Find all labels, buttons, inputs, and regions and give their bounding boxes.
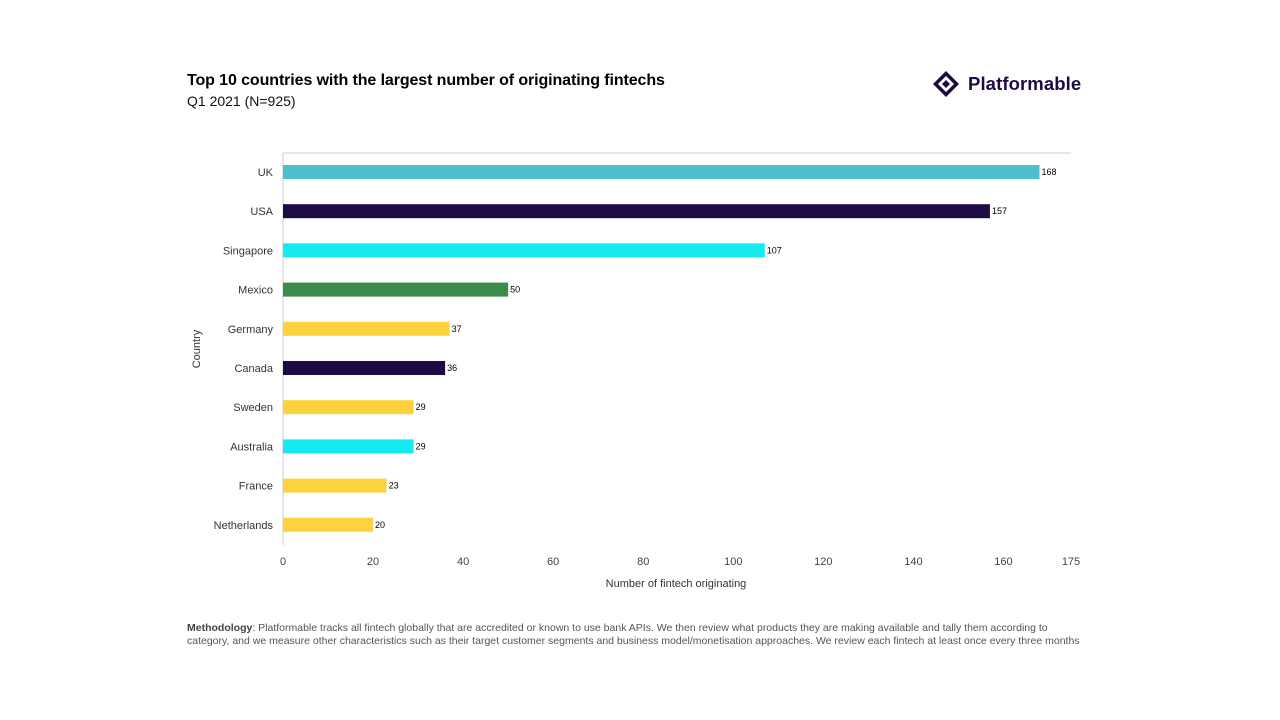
methodology-text: : Platformable tracks all fintech global…: [187, 622, 1080, 647]
x-tick-label: 0: [280, 556, 286, 568]
x-tick-label: 160: [994, 556, 1012, 568]
methodology-label: Methodology: [187, 622, 253, 634]
x-tick-label: 140: [904, 556, 922, 568]
category-label: Netherlands: [214, 520, 274, 532]
data-label: 29: [416, 441, 426, 451]
category-label: USA: [250, 206, 273, 218]
bar-mexico: [283, 282, 509, 297]
data-label: 107: [767, 245, 782, 255]
x-axis-title: Number of fintech originating: [606, 578, 747, 590]
chart-title: Top 10 countries with the largest number…: [187, 72, 665, 89]
bar-australia: [283, 439, 414, 454]
bar-canada: [283, 361, 446, 375]
brand-name: Platformable: [968, 73, 1082, 94]
data-label: 36: [447, 363, 457, 373]
x-tick-label: 175: [1062, 556, 1080, 568]
x-tick-label: 60: [547, 556, 559, 568]
category-label: Singapore: [223, 245, 273, 257]
data-label: 20: [375, 520, 385, 530]
y-axis-title: Country: [191, 329, 203, 368]
category-label: UK: [258, 167, 274, 179]
data-label: 37: [452, 324, 462, 334]
methodology-note: Methodology: Platformable tracks all fin…: [187, 622, 1087, 647]
bar-usa: [283, 204, 990, 219]
category-label: Sweden: [233, 402, 273, 414]
x-tick-label: 40: [457, 556, 469, 568]
platformable-logo-icon: [933, 71, 959, 97]
category-label: Mexico: [238, 285, 273, 297]
data-label: 157: [992, 206, 1007, 216]
bar-france: [283, 478, 387, 493]
x-tick-label: 100: [724, 556, 742, 568]
category-label: Germany: [228, 324, 274, 336]
bar-singapore: [283, 243, 765, 258]
bar-uk: [283, 165, 1040, 179]
brand-logo[interactable]: Platformable: [932, 70, 1081, 98]
category-label: Australia: [230, 441, 274, 453]
x-tick-label: 120: [814, 556, 832, 568]
data-label: 168: [1041, 167, 1056, 177]
x-tick-label: 80: [637, 556, 649, 568]
bar-sweden: [283, 400, 414, 415]
data-label: 23: [389, 481, 399, 491]
category-label: France: [239, 481, 273, 493]
x-tick-label: 20: [367, 556, 379, 568]
category-label: Canada: [234, 363, 273, 375]
data-label: 29: [416, 402, 426, 412]
data-label: 50: [510, 285, 520, 295]
bar-germany: [283, 321, 450, 336]
bar-netherlands: [283, 517, 374, 532]
chart-subtitle: Q1 2021 (N=925): [187, 93, 296, 109]
